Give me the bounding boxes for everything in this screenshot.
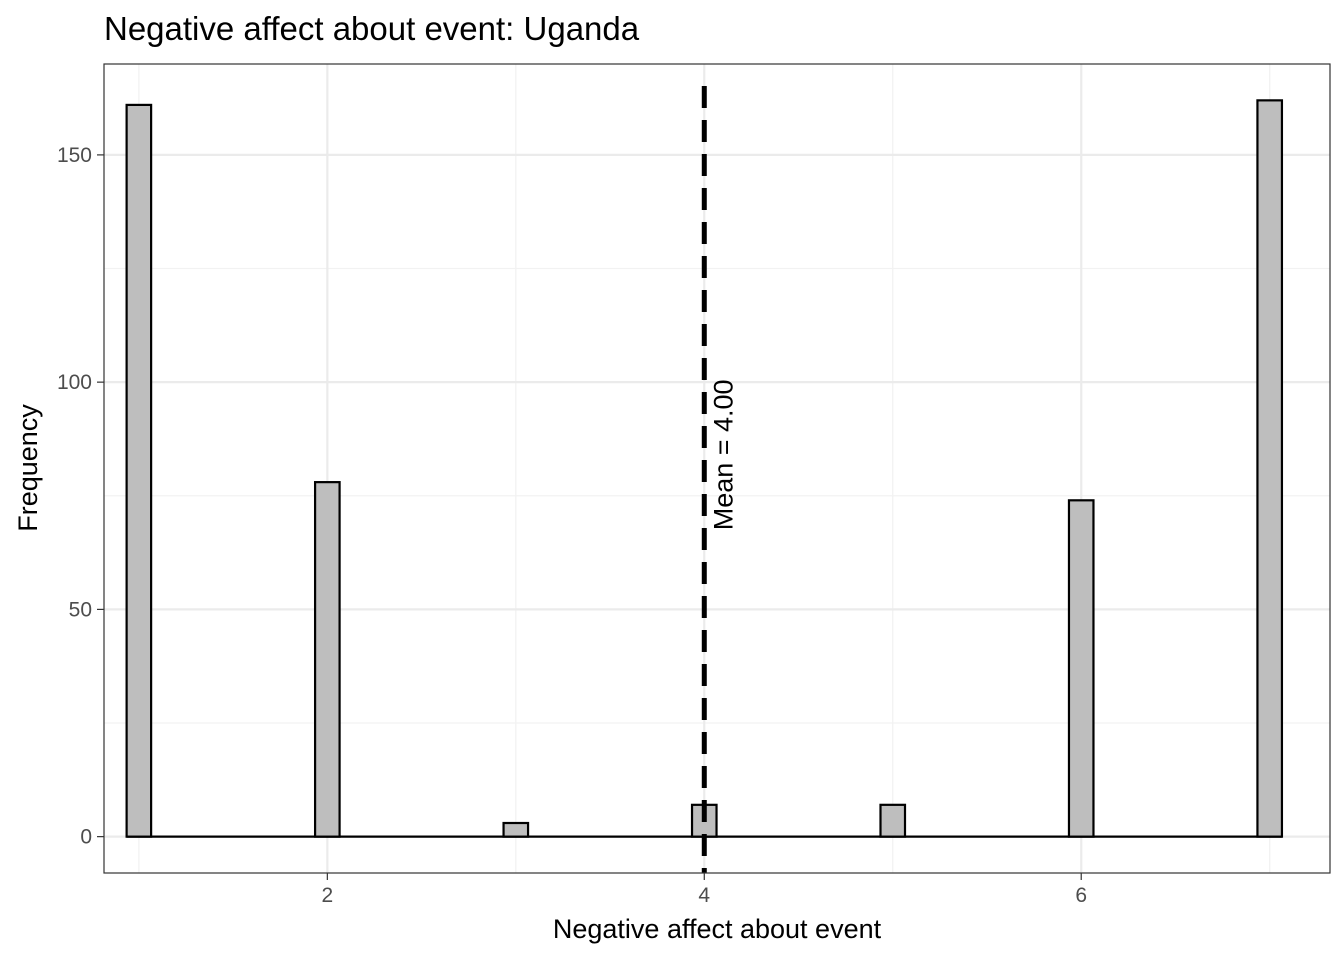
histogram-bar	[1067, 499, 1095, 838]
x-tick-label: 2	[321, 884, 333, 907]
y-tick-label: 50	[69, 598, 92, 621]
panel-border	[103, 63, 1331, 874]
x-tick-label: 4	[698, 884, 710, 907]
histogram-bar	[502, 821, 530, 838]
y-tick-label: 150	[57, 144, 92, 167]
histogram-bar	[879, 803, 907, 838]
axis-ticks: 0 50 100 150 2 4 6	[57, 144, 1087, 907]
x-axis-title: Negative affect about event	[553, 914, 882, 944]
histogram-bar	[1256, 99, 1284, 838]
mean-annotation: Mean = 4.00	[701, 86, 738, 873]
y-tick-label: 100	[57, 371, 92, 394]
histogram-bar	[313, 481, 341, 838]
x-tick-label: 6	[1075, 884, 1087, 907]
bars	[125, 99, 1284, 838]
y-tick-label: 0	[80, 826, 92, 849]
chart-title: Negative affect about event: Uganda	[104, 10, 640, 47]
y-axis-title: Frequency	[13, 404, 43, 532]
mean-label: Mean = 4.00	[708, 379, 738, 530]
histogram-bar	[125, 103, 153, 838]
